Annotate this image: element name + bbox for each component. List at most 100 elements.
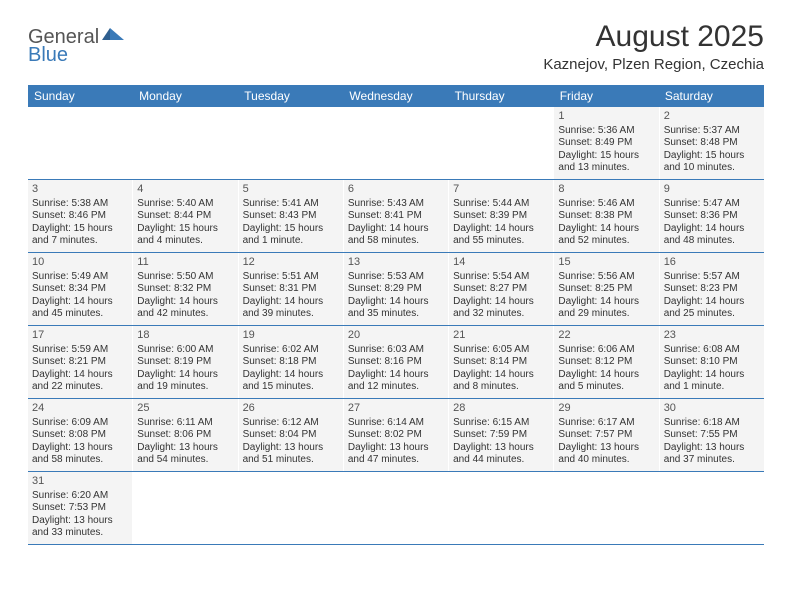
day-sunset: Sunset: 8:02 PM xyxy=(348,429,444,442)
calendar-empty-cell xyxy=(554,472,659,544)
day-sunrise: Sunrise: 5:37 AM xyxy=(664,125,760,138)
calendar-day-cell: 3Sunrise: 5:38 AMSunset: 8:46 PMDaylight… xyxy=(28,180,133,252)
calendar-day-cell: 9Sunrise: 5:47 AMSunset: 8:36 PMDaylight… xyxy=(660,180,764,252)
calendar-empty-cell xyxy=(133,107,238,179)
calendar-row: 17Sunrise: 5:59 AMSunset: 8:21 PMDayligh… xyxy=(28,326,764,399)
day-daylight1: Daylight: 15 hours xyxy=(137,223,233,236)
day-sunrise: Sunrise: 6:05 AM xyxy=(453,344,549,357)
calendar-day-cell: 28Sunrise: 6:15 AMSunset: 7:59 PMDayligh… xyxy=(449,399,554,471)
day-daylight2: and 39 minutes. xyxy=(243,308,339,321)
weekday-header: Monday xyxy=(133,85,238,107)
day-number: 2 xyxy=(664,110,760,124)
day-number: 15 xyxy=(558,256,654,270)
day-sunrise: Sunrise: 6:03 AM xyxy=(348,344,444,357)
day-sunrise: Sunrise: 6:11 AM xyxy=(137,417,233,430)
day-sunset: Sunset: 8:12 PM xyxy=(558,356,654,369)
weekday-header: Saturday xyxy=(659,85,764,107)
calendar-day-cell: 5Sunrise: 5:41 AMSunset: 8:43 PMDaylight… xyxy=(239,180,344,252)
day-sunset: Sunset: 7:55 PM xyxy=(664,429,760,442)
calendar-row: 10Sunrise: 5:49 AMSunset: 8:34 PMDayligh… xyxy=(28,253,764,326)
logo-text-blue: Blue xyxy=(28,44,68,66)
day-daylight2: and 7 minutes. xyxy=(32,235,128,248)
day-daylight1: Daylight: 14 hours xyxy=(243,296,339,309)
calendar-empty-cell xyxy=(449,107,554,179)
calendar-day-cell: 26Sunrise: 6:12 AMSunset: 8:04 PMDayligh… xyxy=(239,399,344,471)
day-daylight2: and 52 minutes. xyxy=(558,235,654,248)
calendar-day-cell: 2Sunrise: 5:37 AMSunset: 8:48 PMDaylight… xyxy=(660,107,764,179)
day-number: 20 xyxy=(348,329,444,343)
day-daylight2: and 40 minutes. xyxy=(558,454,654,467)
logo-blue-wrap: Blue xyxy=(28,44,68,67)
weekday-header: Sunday xyxy=(28,85,133,107)
day-daylight2: and 55 minutes. xyxy=(453,235,549,248)
day-daylight1: Daylight: 13 hours xyxy=(32,442,128,455)
day-daylight1: Daylight: 15 hours xyxy=(664,150,760,163)
day-number: 29 xyxy=(558,402,654,416)
calendar-body: 1Sunrise: 5:36 AMSunset: 8:49 PMDaylight… xyxy=(28,107,764,545)
day-number: 13 xyxy=(348,256,444,270)
day-daylight2: and 32 minutes. xyxy=(453,308,549,321)
calendar-day-cell: 22Sunrise: 6:06 AMSunset: 8:12 PMDayligh… xyxy=(554,326,659,398)
day-number: 31 xyxy=(32,475,128,489)
day-sunset: Sunset: 8:27 PM xyxy=(453,283,549,296)
day-daylight2: and 19 minutes. xyxy=(137,381,233,394)
day-daylight1: Daylight: 14 hours xyxy=(32,369,128,382)
day-daylight1: Daylight: 14 hours xyxy=(137,369,233,382)
day-sunrise: Sunrise: 6:02 AM xyxy=(243,344,339,357)
day-daylight1: Daylight: 15 hours xyxy=(243,223,339,236)
day-number: 30 xyxy=(664,402,760,416)
day-daylight2: and 25 minutes. xyxy=(664,308,760,321)
day-number: 18 xyxy=(137,329,233,343)
day-sunset: Sunset: 8:49 PM xyxy=(558,137,654,150)
day-daylight1: Daylight: 15 hours xyxy=(558,150,654,163)
day-sunset: Sunset: 8:43 PM xyxy=(243,210,339,223)
calendar-row: 24Sunrise: 6:09 AMSunset: 8:08 PMDayligh… xyxy=(28,399,764,472)
calendar-day-cell: 19Sunrise: 6:02 AMSunset: 8:18 PMDayligh… xyxy=(239,326,344,398)
weekday-header: Friday xyxy=(554,85,659,107)
day-sunset: Sunset: 8:04 PM xyxy=(243,429,339,442)
day-sunset: Sunset: 8:25 PM xyxy=(558,283,654,296)
calendar-day-cell: 8Sunrise: 5:46 AMSunset: 8:38 PMDaylight… xyxy=(554,180,659,252)
calendar-day-cell: 29Sunrise: 6:17 AMSunset: 7:57 PMDayligh… xyxy=(554,399,659,471)
day-number: 7 xyxy=(453,183,549,197)
day-number: 23 xyxy=(664,329,760,343)
day-daylight2: and 45 minutes. xyxy=(32,308,128,321)
day-number: 21 xyxy=(453,329,549,343)
day-sunrise: Sunrise: 6:09 AM xyxy=(32,417,128,430)
day-daylight1: Daylight: 14 hours xyxy=(137,296,233,309)
day-sunset: Sunset: 8:31 PM xyxy=(243,283,339,296)
day-sunset: Sunset: 8:39 PM xyxy=(453,210,549,223)
day-sunrise: Sunrise: 6:08 AM xyxy=(664,344,760,357)
day-number: 5 xyxy=(243,183,339,197)
day-sunset: Sunset: 8:41 PM xyxy=(348,210,444,223)
calendar-day-cell: 23Sunrise: 6:08 AMSunset: 8:10 PMDayligh… xyxy=(660,326,764,398)
title-block: August 2025 Kaznejov, Plzen Region, Czec… xyxy=(543,20,764,73)
calendar-day-cell: 24Sunrise: 6:09 AMSunset: 8:08 PMDayligh… xyxy=(28,399,133,471)
calendar-empty-cell xyxy=(133,472,238,544)
calendar-day-cell: 13Sunrise: 5:53 AMSunset: 8:29 PMDayligh… xyxy=(344,253,449,325)
calendar-day-cell: 30Sunrise: 6:18 AMSunset: 7:55 PMDayligh… xyxy=(660,399,764,471)
day-sunrise: Sunrise: 5:59 AM xyxy=(32,344,128,357)
day-sunset: Sunset: 7:53 PM xyxy=(32,502,128,515)
day-sunset: Sunset: 8:46 PM xyxy=(32,210,128,223)
day-sunset: Sunset: 8:34 PM xyxy=(32,283,128,296)
day-daylight1: Daylight: 14 hours xyxy=(558,223,654,236)
calendar: SundayMondayTuesdayWednesdayThursdayFrid… xyxy=(28,85,764,545)
day-number: 25 xyxy=(137,402,233,416)
day-daylight1: Daylight: 14 hours xyxy=(453,369,549,382)
day-number: 16 xyxy=(664,256,760,270)
day-number: 6 xyxy=(348,183,444,197)
calendar-day-cell: 12Sunrise: 5:51 AMSunset: 8:31 PMDayligh… xyxy=(239,253,344,325)
day-sunrise: Sunrise: 6:17 AM xyxy=(558,417,654,430)
calendar-day-cell: 27Sunrise: 6:14 AMSunset: 8:02 PMDayligh… xyxy=(344,399,449,471)
location: Kaznejov, Plzen Region, Czechia xyxy=(543,56,764,73)
day-number: 28 xyxy=(453,402,549,416)
day-sunrise: Sunrise: 5:44 AM xyxy=(453,198,549,211)
day-daylight1: Daylight: 14 hours xyxy=(348,223,444,236)
day-daylight2: and 4 minutes. xyxy=(137,235,233,248)
day-number: 27 xyxy=(348,402,444,416)
day-daylight2: and 1 minute. xyxy=(664,381,760,394)
day-daylight1: Daylight: 15 hours xyxy=(32,223,128,236)
calendar-row: 3Sunrise: 5:38 AMSunset: 8:46 PMDaylight… xyxy=(28,180,764,253)
day-daylight1: Daylight: 14 hours xyxy=(558,369,654,382)
